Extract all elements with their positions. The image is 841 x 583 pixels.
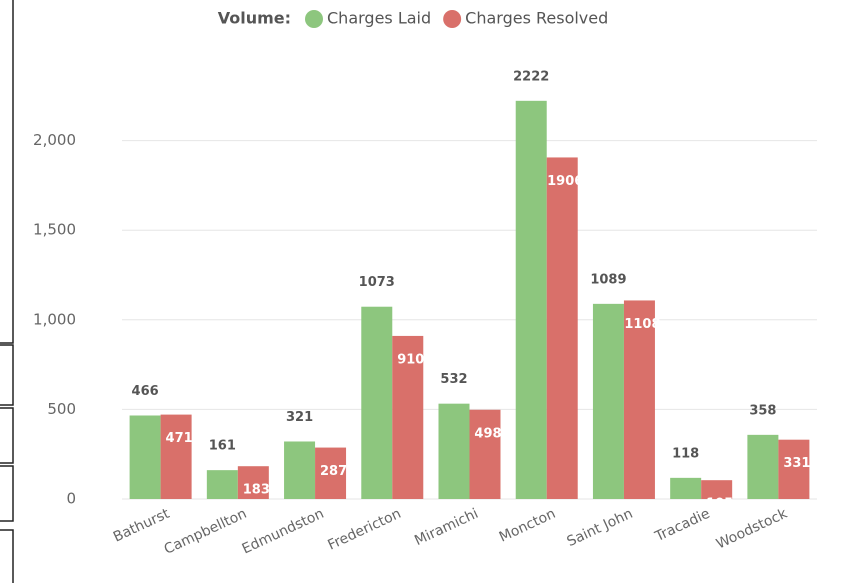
bar: [160, 414, 192, 499]
bar: [546, 157, 578, 499]
x-tick-label: Moncton: [497, 506, 558, 546]
legend-label: Charges Laid: [327, 9, 431, 28]
bar: [701, 480, 733, 499]
bar: [129, 415, 161, 499]
panel-frame: [0, 465, 14, 522]
x-tick-label: Edmundston: [240, 506, 327, 558]
bar: [623, 300, 655, 499]
data-label: 1108: [624, 317, 660, 332]
data-label: 910: [397, 352, 424, 367]
data-label: 1089: [590, 272, 626, 287]
data-label: 466: [132, 384, 159, 399]
data-label: 161: [209, 439, 236, 454]
y-tick-label: 2,000: [33, 131, 76, 149]
data-label: 498: [474, 426, 501, 441]
data-label: 183: [243, 483, 270, 498]
bar: [237, 466, 269, 499]
data-label: 321: [286, 410, 313, 425]
data-label: 532: [440, 372, 467, 387]
x-tick-label: Woodstock: [714, 505, 791, 552]
data-label: 331: [783, 456, 810, 471]
bar: [392, 335, 424, 499]
bar: [206, 470, 238, 499]
x-tick-label: Miramichi: [412, 506, 481, 549]
legend-swatch: [443, 10, 462, 28]
bar: [747, 434, 779, 499]
x-tick-label: Tracadie: [652, 506, 713, 546]
data-label: 1906: [547, 174, 583, 189]
bar: [515, 100, 547, 499]
legend-title: Volume:: [218, 9, 291, 28]
panel-frame: [0, 407, 14, 464]
x-tick-label: Saint John: [565, 506, 636, 550]
bar: [778, 439, 810, 499]
x-tick-label: Fredericton: [325, 506, 403, 554]
bar: [361, 306, 393, 499]
data-label: 358: [749, 403, 776, 418]
bar: [284, 441, 316, 499]
data-label: 1073: [359, 275, 395, 290]
bar: [592, 303, 624, 499]
data-label: 118: [672, 446, 699, 461]
x-tick-label: Bathurst: [111, 506, 173, 546]
side-panel: [0, 0, 14, 583]
panel-frame: [0, 0, 14, 344]
bar: [315, 447, 347, 499]
y-tick-label: 1,000: [33, 310, 76, 328]
legend-swatch: [305, 10, 323, 28]
data-label: 471: [166, 431, 193, 446]
data-label: 105: [706, 497, 733, 512]
bar: [438, 403, 470, 499]
data-label: 287: [320, 464, 347, 479]
legend-label: Charges Resolved: [465, 9, 608, 28]
panel-frame: [0, 529, 14, 583]
x-tick-label: Campbellton: [162, 506, 250, 558]
y-tick-label: 500: [47, 400, 76, 418]
data-label: 2222: [513, 69, 549, 84]
y-tick-label: 0: [66, 490, 76, 508]
bar: [469, 409, 501, 499]
y-tick-label: 1,500: [33, 221, 76, 239]
panel-frame: [0, 344, 14, 406]
bar: [670, 477, 702, 499]
